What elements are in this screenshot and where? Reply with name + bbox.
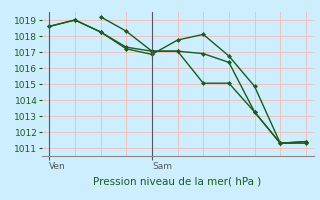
X-axis label: Pression niveau de la mer( hPa ): Pression niveau de la mer( hPa ) [93,176,262,186]
